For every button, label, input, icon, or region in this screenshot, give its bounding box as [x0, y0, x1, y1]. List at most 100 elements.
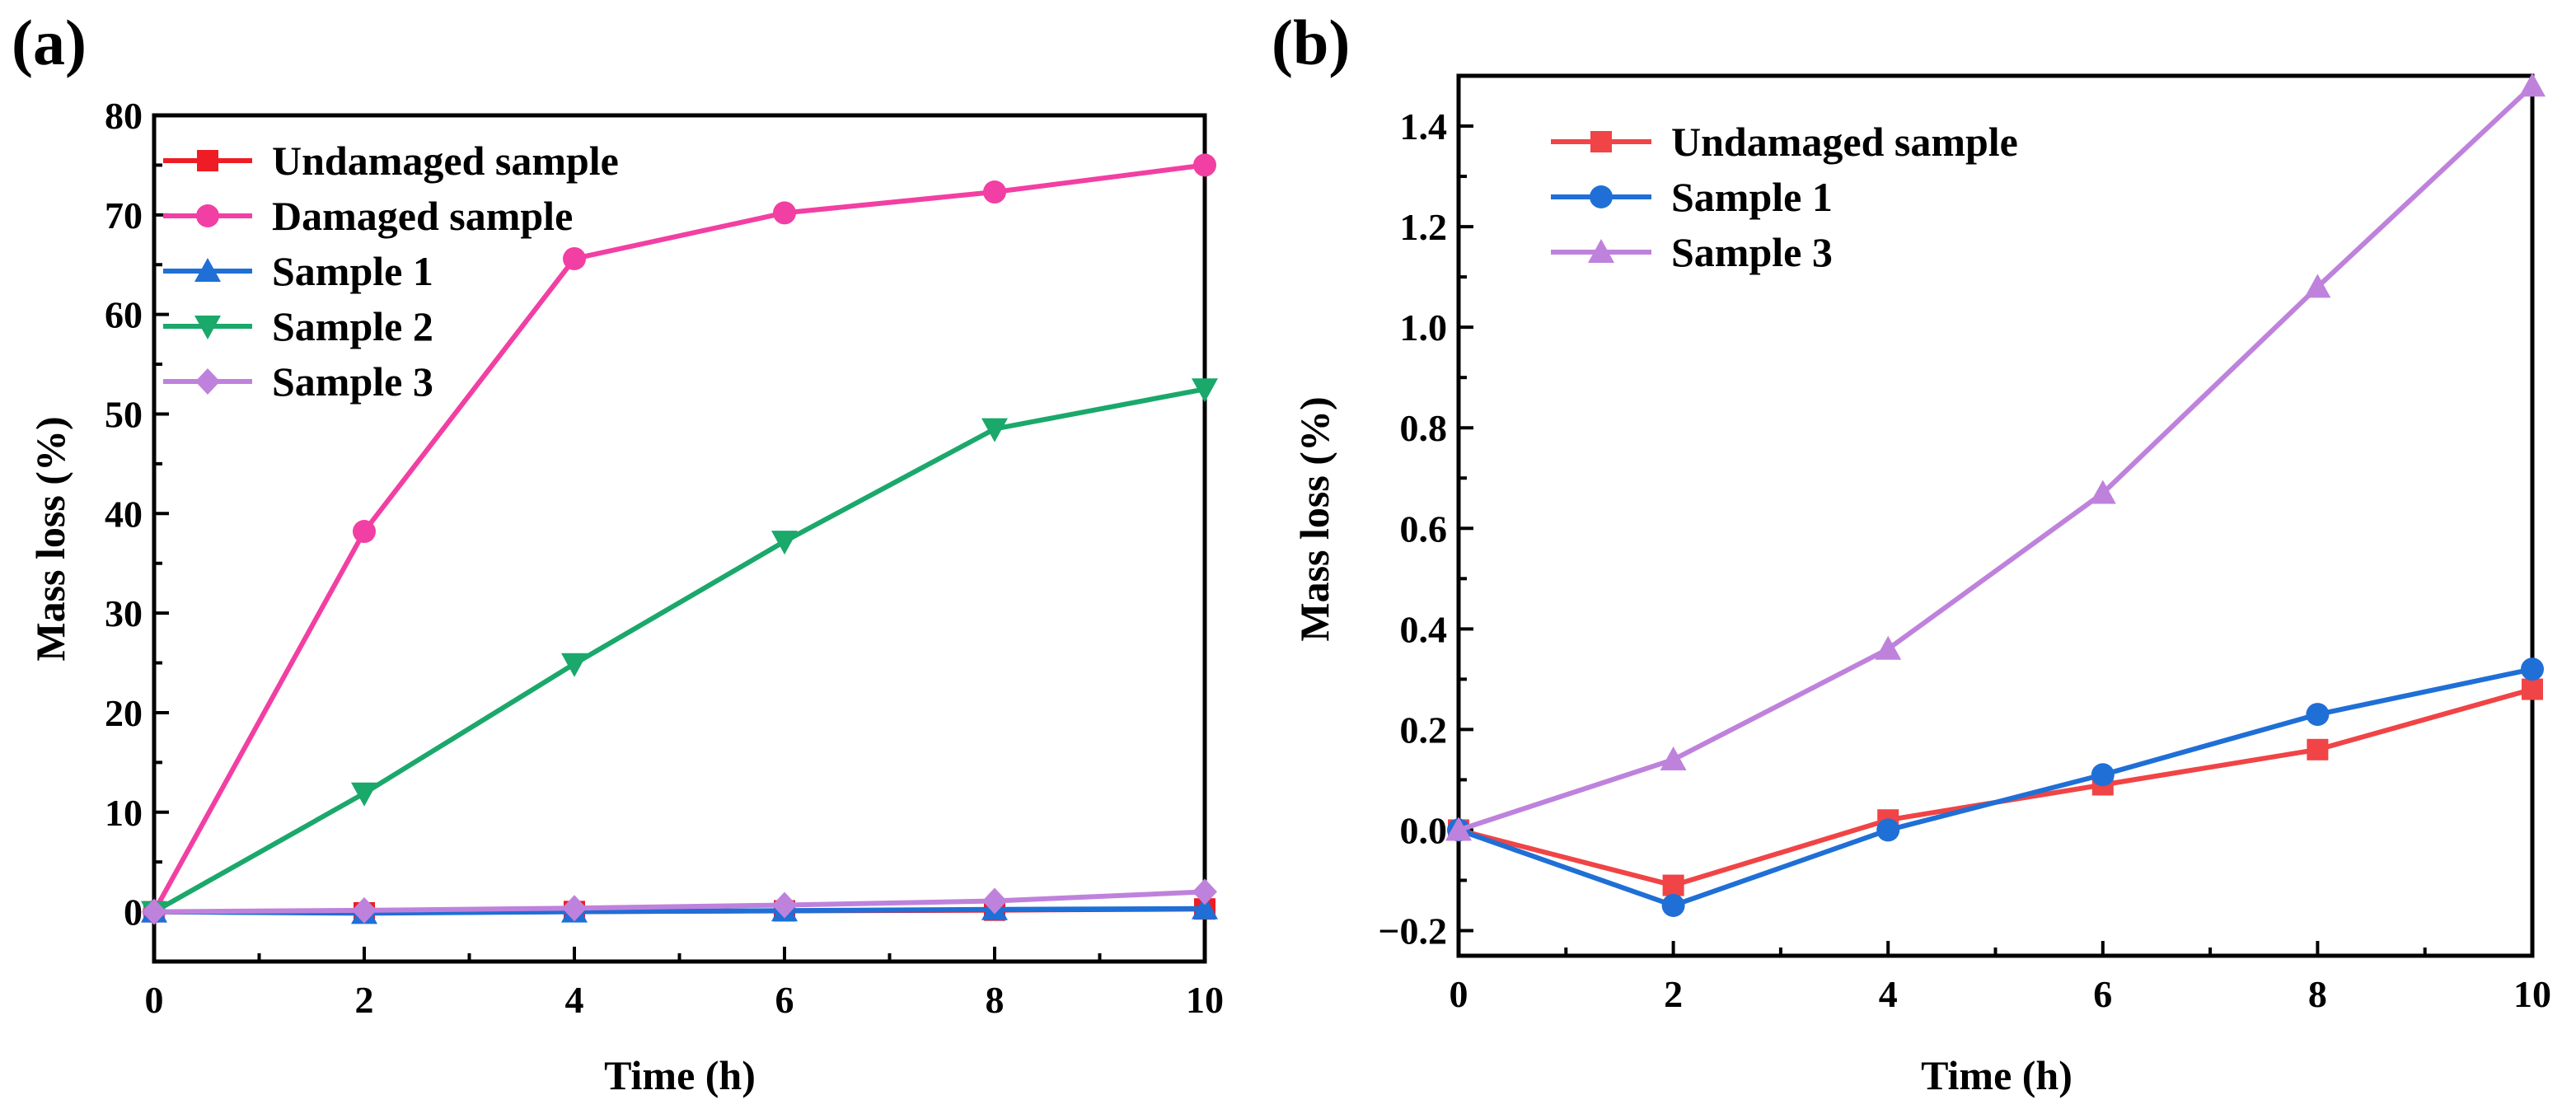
y-tick-label: 30: [105, 592, 143, 634]
data-point: [2522, 678, 2543, 700]
chart-panel-a: (a) 0 10 20 30 40 50 60 70 80 0 2 4 6 8 10 Time (h) Mass …: [12, 7, 1224, 1098]
y-tick-label: 20: [105, 692, 143, 734]
legend-item: Sample 2: [163, 303, 433, 349]
x-tick-label: 0: [1450, 973, 1468, 1015]
y-tick-label: −0.2: [1378, 910, 1447, 952]
series-line: [1458, 84, 2535, 833]
y-tick-label: 60: [105, 294, 143, 336]
legend-item: Undamaged sample: [1551, 119, 2018, 165]
legend-b: Undamaged sample Sample 1 Sample 3: [1551, 119, 2018, 275]
legend-label: Sample 3: [1671, 229, 1833, 275]
legend-item: Sample 3: [1551, 229, 1833, 275]
x-axis-title: Time (h): [604, 1052, 756, 1098]
legend-marker: [196, 204, 219, 227]
data-point: [1662, 874, 1684, 896]
legend-item: Undamaged sample: [163, 138, 619, 184]
data-point: [1875, 635, 1902, 660]
data-point: [351, 782, 377, 807]
legend-label: Damaged sample: [272, 193, 573, 239]
y-tick-label: 50: [105, 393, 143, 435]
legend-item: Sample 3: [163, 358, 433, 405]
panel-label-a: (a): [12, 7, 87, 78]
legend-marker: [1590, 131, 1612, 152]
x-tick-label: 6: [775, 979, 794, 1021]
data-point: [1192, 378, 1218, 403]
y-tick-label: 70: [105, 194, 143, 236]
data-point: [1876, 818, 1900, 842]
data-point: [562, 895, 587, 922]
series-sample-3: [1445, 73, 2546, 841]
y-tick-label: 0.0: [1400, 809, 1448, 851]
plot-frame-b: [1456, 73, 2535, 958]
legend-marker: [194, 258, 221, 282]
legend-marker: [1590, 185, 1613, 208]
x-tick-label: 2: [355, 979, 374, 1021]
series-line: [152, 386, 1206, 915]
data-point: [1192, 878, 1217, 905]
data-point: [1661, 893, 1685, 917]
x-tick-label: 0: [145, 979, 164, 1021]
data-point: [982, 887, 1007, 915]
series-sample-2: [141, 378, 1218, 925]
x-tick-label: 4: [565, 979, 584, 1021]
data-point: [353, 520, 376, 544]
panel-label-b: (b): [1272, 7, 1350, 78]
legend-label: Sample 3: [272, 358, 433, 405]
legend-marker: [197, 150, 218, 171]
data-point: [771, 531, 798, 555]
data-point: [1193, 153, 1216, 177]
y-tick-label: 1.2: [1400, 206, 1448, 248]
data-point: [2091, 763, 2115, 787]
data-point: [2306, 703, 2330, 727]
series-undamaged-sample: [1448, 678, 2543, 896]
x-tick-label: 10: [2513, 973, 2551, 1015]
legend-label: Sample 1: [272, 248, 433, 294]
series-line: [152, 162, 1206, 914]
data-point: [352, 896, 377, 924]
legend-marker: [194, 316, 221, 339]
data-point: [563, 246, 586, 270]
data-point: [773, 201, 796, 225]
data-point: [2304, 274, 2331, 298]
data-point: [142, 898, 166, 925]
legend-item: Sample 1: [163, 248, 433, 294]
y-tick-label: 0.8: [1400, 407, 1448, 449]
data-point: [1445, 817, 1472, 841]
series-line: [153, 889, 1206, 915]
data-point: [772, 891, 797, 919]
legend-label: Sample 2: [272, 303, 433, 349]
y-axis-title: Mass loss (%): [27, 416, 73, 661]
legend-marker: [195, 368, 220, 395]
y-tick-label: 0: [124, 891, 143, 934]
data-point: [2521, 657, 2544, 681]
y-tick-label: 0.6: [1400, 508, 1448, 550]
x-tick-label: 8: [986, 979, 1005, 1021]
series-line: [1458, 667, 2533, 908]
legend-label: Undamaged sample: [1671, 119, 2018, 165]
y-tick-label: 80: [105, 95, 143, 137]
data-point: [981, 418, 1008, 442]
data-point: [2307, 738, 2329, 760]
data-point: [1192, 895, 1218, 919]
x-tick-label: 10: [1186, 979, 1224, 1021]
y-tick-label: 40: [105, 493, 143, 535]
y-axis-title: Mass loss (%): [1291, 396, 1337, 641]
legend-label: Undamaged sample: [272, 138, 619, 184]
legend-a: Undamaged sample Damaged sample Sample 1 Sa…: [163, 138, 619, 405]
data-point: [561, 653, 588, 677]
series-sample-1: [1447, 657, 2544, 917]
series-line: [1458, 686, 2533, 888]
series-sample-3: [142, 878, 1217, 925]
x-tick-label: 4: [1879, 973, 1898, 1015]
plot-frame-a: [152, 113, 1207, 964]
y-tick-label: 1.0: [1400, 306, 1448, 349]
legend-item: Damaged sample: [163, 193, 573, 239]
x-tick-label: 6: [2093, 973, 2112, 1015]
y-tick-label: 0.2: [1400, 709, 1448, 751]
data-point: [2519, 73, 2546, 97]
x-tick-label: 8: [2308, 973, 2327, 1015]
legend-item: Sample 1: [1551, 174, 1833, 220]
y-tick-label: 1.4: [1400, 105, 1448, 147]
y-tick-label: 0.4: [1400, 608, 1448, 650]
